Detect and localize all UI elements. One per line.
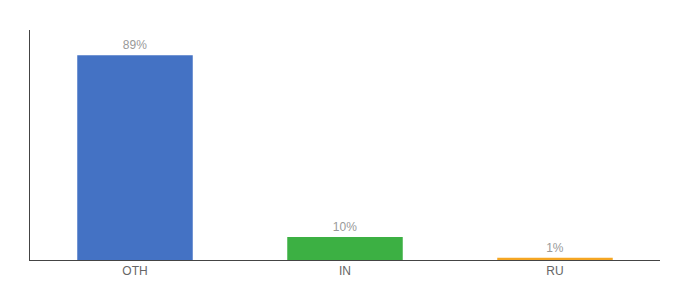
svg-text:OTH: OTH [122, 264, 147, 278]
svg-text:IN: IN [339, 264, 351, 278]
svg-text:89%: 89% [123, 38, 147, 52]
svg-text:RU: RU [546, 264, 563, 278]
svg-text:10%: 10% [333, 220, 357, 234]
svg-text:1%: 1% [546, 241, 564, 255]
